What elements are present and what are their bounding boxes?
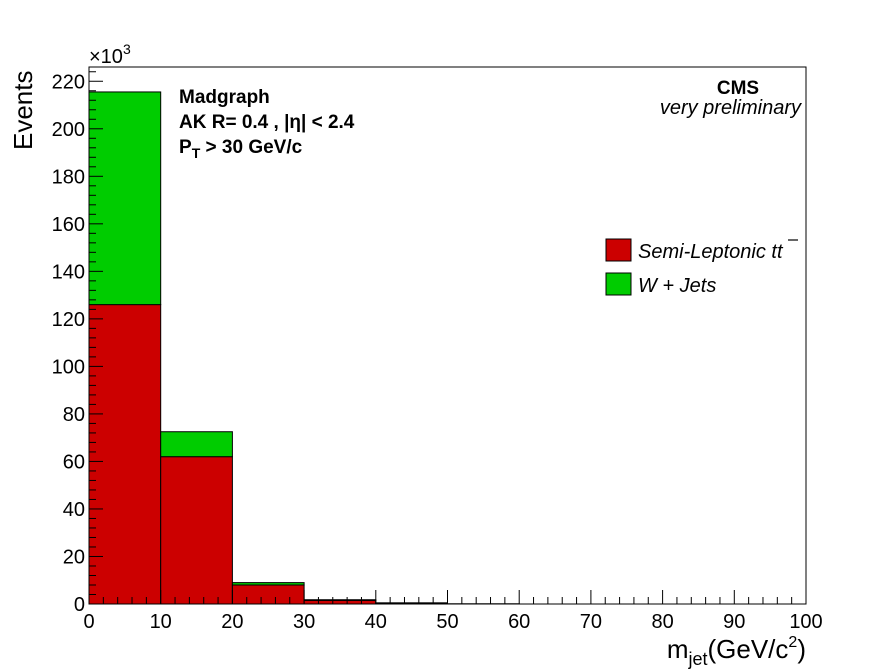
y-tick-label: 140 <box>52 261 85 283</box>
legend-swatch-semileptonic <box>605 238 632 262</box>
y-tick-label: 180 <box>52 166 85 188</box>
x-tick-label: 30 <box>293 611 315 633</box>
y-tick-label: 80 <box>63 404 85 426</box>
bar-semileptonic-bin-3 <box>303 599 377 605</box>
x-axis-title: mjet(GeV/c2) <box>667 634 806 669</box>
bar-semileptonic-bin-0 <box>88 304 162 605</box>
bar-semileptonic-bin-1 <box>160 456 233 605</box>
bars-group <box>88 91 520 605</box>
y-tick-label: 160 <box>52 214 85 236</box>
x-tick-label: 0 <box>83 611 94 633</box>
bar-wjets-bin-3 <box>303 599 377 601</box>
y-tick-label: 20 <box>63 546 85 568</box>
y-tick-label: 40 <box>63 499 85 521</box>
generator-label: Madgraph <box>179 87 270 108</box>
x-tick-label: 100 <box>789 611 822 633</box>
bar-semileptonic-bin-2 <box>231 584 305 605</box>
bar-wjets-bin-0 <box>88 91 162 306</box>
x-tick-label: 40 <box>365 611 387 633</box>
legend-label-wjets: W + Jets <box>638 275 716 297</box>
y-tick-label: 100 <box>52 356 85 378</box>
y-tick-label: 60 <box>63 451 85 473</box>
y-tick-label: 200 <box>52 119 85 141</box>
y-tick-label: 220 <box>52 71 85 93</box>
pt-cut-label: PT > 30 GeV/c <box>179 137 303 161</box>
x-tick-label: 10 <box>150 611 172 633</box>
legend-swatch-wjets <box>605 272 632 296</box>
y-axis-ticks: 0 20 40 60 80 100 120 140 160 180 200 220 <box>52 71 103 616</box>
x-tick-label: 50 <box>436 611 458 633</box>
y-tick-label: 0 <box>74 594 85 616</box>
y-tick-label: 120 <box>52 309 85 331</box>
x-tick-label: 20 <box>221 611 243 633</box>
legend-label-semileptonic: Semi-Leptonic tt <box>638 241 784 263</box>
x-tick-label: 70 <box>580 611 602 633</box>
bar-wjets-bin-2 <box>231 582 305 586</box>
legend: Semi-Leptonic tt W + Jets <box>605 238 798 297</box>
x-axis-ticks: 0 10 20 30 40 50 60 70 80 90 100 <box>83 590 823 633</box>
y-axis-title: Events <box>8 71 38 151</box>
experiment-label: CMS <box>717 78 759 99</box>
y-axis-multiplier: ×103 <box>89 41 131 68</box>
x-tick-label: 80 <box>651 611 673 633</box>
jet-selection-label: AK R= 0.4 , |η| < 2.4 <box>179 112 355 133</box>
bar-wjets-bin-1 <box>160 431 233 458</box>
status-label: very preliminary <box>660 97 802 119</box>
x-tick-label: 90 <box>723 611 745 633</box>
x-tick-label: 60 <box>508 611 530 633</box>
